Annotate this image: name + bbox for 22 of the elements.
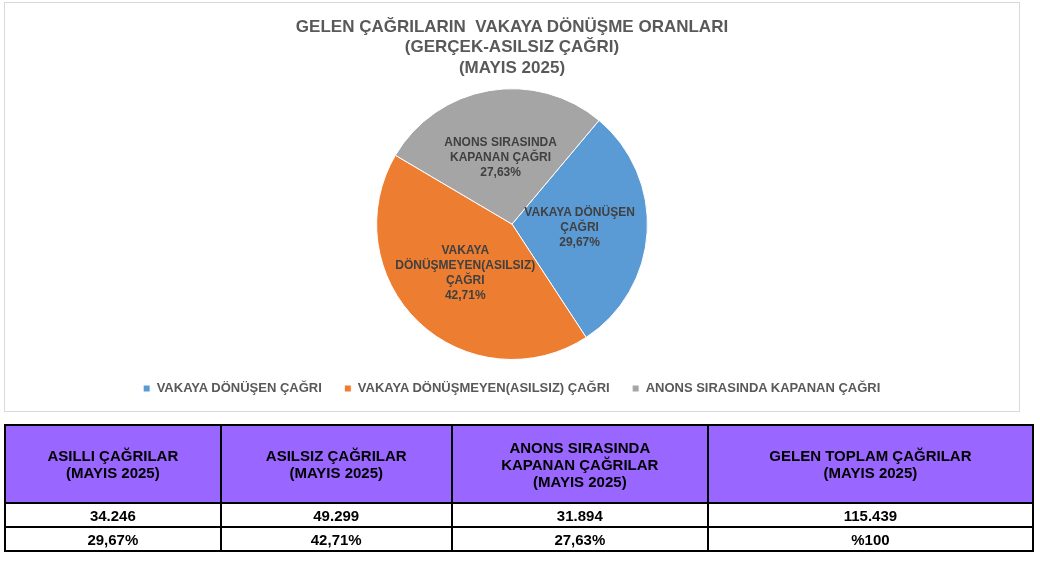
slice-label: VAKAYA DÖNÜŞMEYEN(ASILSIZ) ÇAĞRI bbox=[395, 242, 536, 287]
legend-label: VAKAYA DÖNÜŞMEYEN(ASILSIZ) ÇAĞRI bbox=[357, 380, 610, 396]
legend-label: ANONS SIRASINDA KAPANAN ÇAĞRI bbox=[645, 380, 881, 396]
data-label: 34.246 bbox=[5, 503, 221, 527]
data-label: %100 bbox=[707, 527, 1033, 551]
category-label: ASILLI ÇAĞRILAR (MAYIS 2025) bbox=[5, 425, 221, 503]
data-label: 115.439 bbox=[707, 503, 1033, 527]
data-label: 42,71% bbox=[444, 287, 486, 302]
legend-label: VAKAYA DÖNÜŞEN ÇAĞRI bbox=[156, 380, 322, 396]
data-label: 27,63% bbox=[480, 164, 522, 179]
data-label: 42,71% bbox=[220, 527, 452, 551]
chart-title: GELEN ÇAĞRILARIN VAKAYA DÖNÜŞME ORANLARI (GERÇEK-ASILSIZ ÇAĞRI) (MAYIS 2025) bbox=[295, 16, 729, 77]
data-label: 49.299 bbox=[220, 503, 452, 527]
data-label: 31.894 bbox=[451, 503, 708, 527]
category-label: GELEN TOPLAM ÇAĞRILAR (MAYIS 2025) bbox=[707, 425, 1033, 503]
slice-label: VAKAYA DÖNÜŞEN ÇAĞRI bbox=[524, 204, 635, 235]
category-label: ANONS SIRASINDA KAPANAN ÇAĞRILAR (MAYIS 2025) bbox=[451, 425, 708, 503]
slice-label: ANONS SIRASINDA KAPANAN ÇAĞRI bbox=[444, 134, 558, 164]
data-label: 27,63% bbox=[451, 527, 708, 551]
category-label: ASILSIZ ÇAĞRILAR (MAYIS 2025) bbox=[220, 425, 452, 503]
data-label: 29,67% bbox=[5, 527, 221, 551]
data-label: 29,67% bbox=[559, 235, 601, 250]
